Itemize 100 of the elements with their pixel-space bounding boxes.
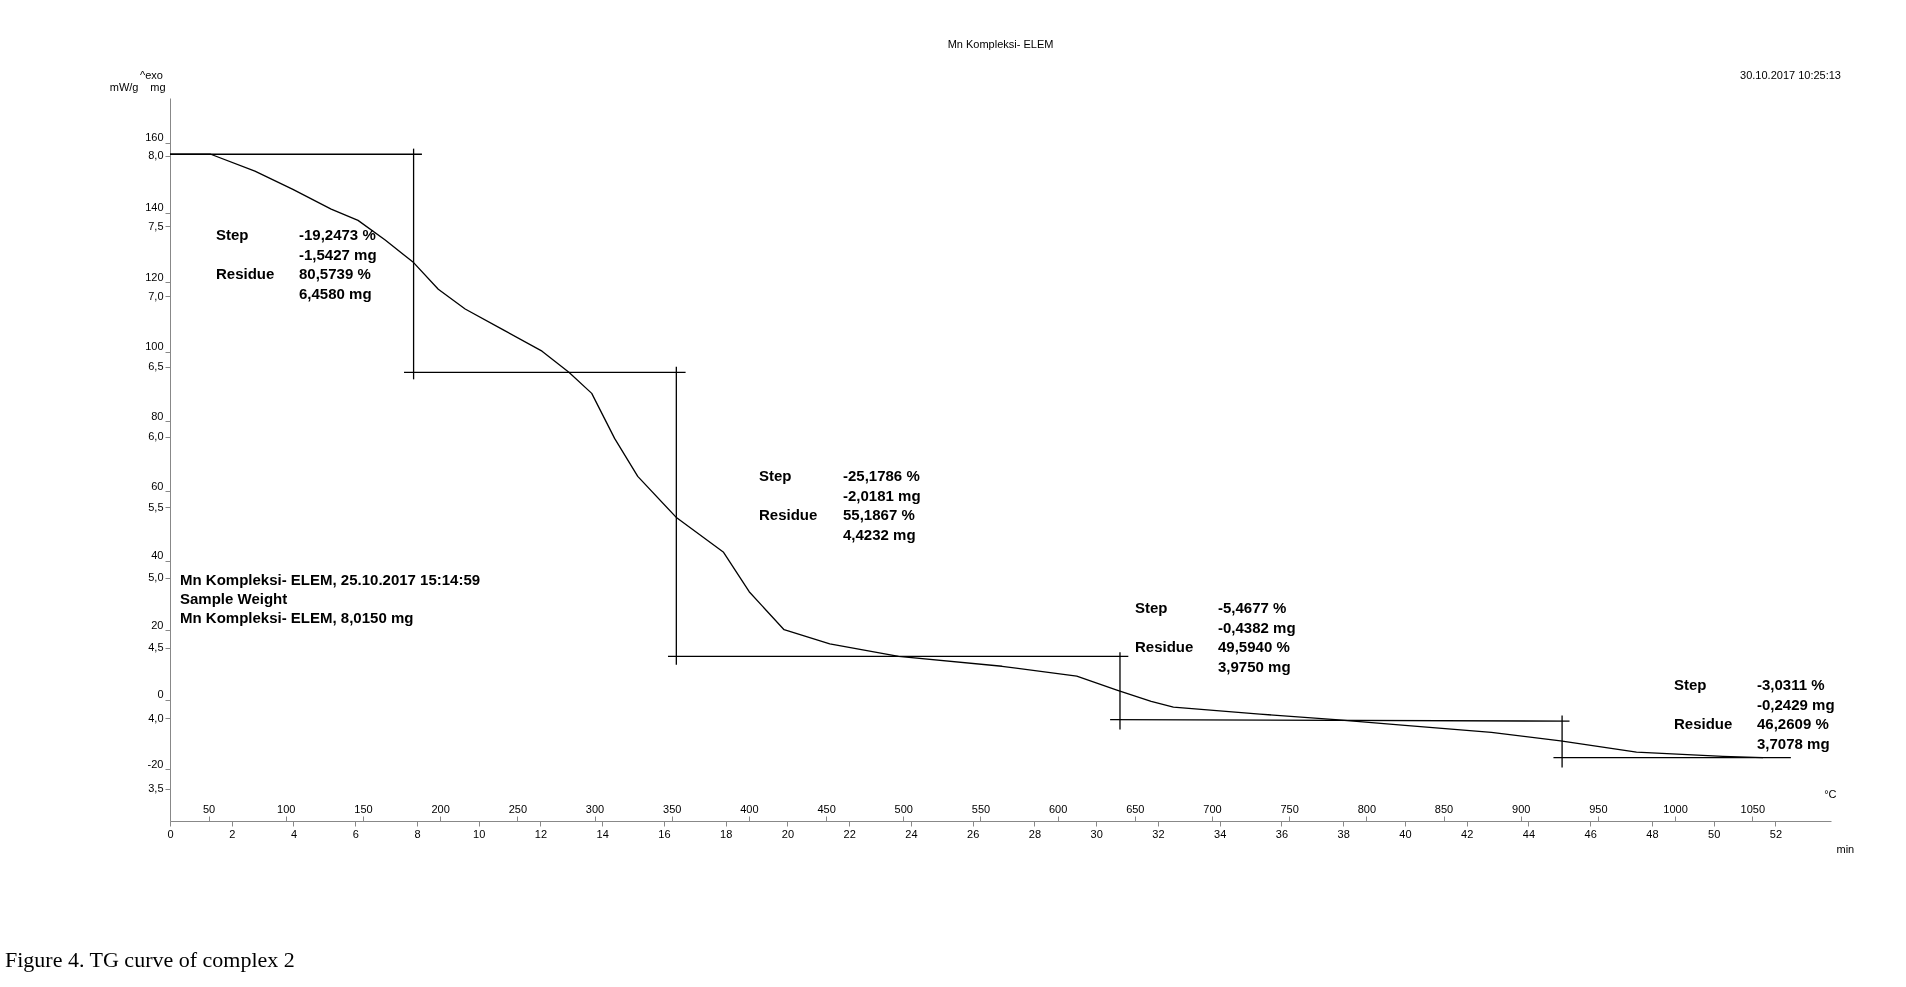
annotation: 3,9750 mg	[1218, 657, 1291, 675]
annotation: -5,4677 %	[1218, 599, 1287, 616]
caption: Figure 4. TG curve of complex 2	[5, 947, 295, 972]
annotation: Mn Kompleksi- ELEM, 25.10.2017 15:14:59	[180, 571, 481, 588]
x-tick-label: 28	[1028, 827, 1042, 840]
x2-tick-label: 750	[1280, 802, 1299, 815]
x-tick-label: 44	[1522, 827, 1536, 840]
x-tick-label: 48	[1646, 827, 1659, 840]
x-tick-label: 36	[1275, 827, 1289, 840]
x2-tick-label: 500	[894, 802, 913, 815]
annotation: 55,1867 %	[843, 506, 915, 523]
annotation: Sample Weight	[180, 590, 288, 607]
x-tick-label: 52	[1769, 827, 1783, 840]
x2-tick-label: 850	[1434, 802, 1454, 815]
annotation: Mn Kompleksi- ELEM, 8,0150 mg	[180, 609, 414, 626]
chart-title: Mn Kompleksi- ELEM	[947, 38, 1054, 50]
annotation: -0,4382 mg	[1218, 618, 1296, 636]
x2-tick-label: 450	[817, 802, 836, 815]
x-tick-label: 40	[1399, 827, 1412, 840]
y2-tick-label: 160	[145, 131, 164, 144]
x-tick-label: 26	[967, 827, 980, 840]
y-tick-label: 6,0	[148, 430, 164, 443]
x-tick-label: 8	[414, 827, 421, 840]
x-tick-label: 14	[596, 827, 609, 840]
x2-tick-label: 400	[740, 802, 759, 815]
y-tick-label: 5,5	[148, 500, 164, 513]
y-tick-label: 4,5	[148, 641, 164, 654]
annotation: Step	[1135, 599, 1168, 616]
annotation: 3,7078 mg	[1757, 734, 1830, 752]
y-tick-label: 7,5	[148, 219, 164, 232]
x2-tick-label: 900	[1512, 802, 1531, 815]
y2-tick-label: 100	[145, 340, 164, 353]
annotation: -19,2473 %	[299, 226, 376, 243]
x2-tick-label: 50	[202, 802, 216, 815]
text: 30.10.2017 10:25:13	[1740, 69, 1841, 81]
x-tick-label: 16	[658, 827, 671, 840]
x2-tick-label: 250	[508, 802, 528, 815]
x2-tick-label: 1050	[1740, 802, 1766, 815]
annotation: -25,1786 %	[843, 467, 920, 484]
annotation: Residue	[216, 265, 275, 282]
x2-tick-label: 550	[971, 802, 991, 815]
annotation: Residue	[759, 506, 818, 523]
x2-tick-label: 700	[1203, 802, 1222, 815]
y-tick-label: 4,0	[148, 711, 164, 724]
y2-axis-title: mW/g	[109, 80, 139, 93]
x2-axis-title: °C	[1824, 787, 1837, 800]
y-tick-label: 3,5	[148, 782, 164, 795]
y2-tick-label: 60	[151, 479, 164, 492]
x-tick-label: 38	[1337, 827, 1350, 840]
x-tick-label: 42	[1461, 827, 1474, 840]
x2-tick-label: 350	[663, 802, 682, 815]
y-axis-title: mg	[150, 80, 166, 93]
x-tick-label: 18	[720, 827, 733, 840]
x-tick-label: 32	[1152, 827, 1165, 840]
annotation: -0,2429 mg	[1757, 695, 1835, 713]
annotation: 46,2609 %	[1757, 715, 1829, 732]
y-tick-label: 7,0	[148, 289, 164, 302]
y2-tick-label: -20	[147, 757, 164, 770]
text: ^exo	[140, 69, 163, 81]
x2-tick-label: 150	[354, 802, 373, 815]
annotation: Step	[216, 226, 249, 243]
x-tick-label: 20	[781, 827, 795, 840]
x2-tick-label: 100	[277, 802, 296, 815]
annotation: Step	[1674, 676, 1707, 693]
x-axis-title: min	[1836, 842, 1855, 855]
y2-tick-label: 0	[157, 688, 164, 701]
y-tick-label: 6,5	[148, 360, 164, 373]
annotation: Residue	[1674, 715, 1733, 732]
annotation: -1,5427 mg	[299, 245, 377, 263]
y2-tick-label: 140	[145, 201, 164, 214]
x-tick-label: 22	[843, 827, 856, 840]
annotation: -3,0311 %	[1757, 676, 1825, 693]
y-tick-label: 8,0	[148, 149, 164, 162]
x-tick-label: 2	[229, 827, 236, 840]
x2-tick-label: 800	[1357, 802, 1377, 815]
x-tick-label: 50	[1708, 827, 1721, 840]
annotation: Residue	[1135, 638, 1194, 655]
x-tick-label: 4	[290, 827, 298, 840]
x-tick-label: 24	[905, 827, 918, 840]
annotation: 80,5739 %	[299, 265, 371, 282]
x2-tick-label: 600	[1048, 802, 1068, 815]
y2-tick-label: 120	[145, 270, 164, 283]
x2-tick-label: 650	[1126, 802, 1145, 815]
x2-tick-label: 950	[1589, 802, 1608, 815]
x-tick-label: 34	[1214, 827, 1227, 840]
annotation: 6,4580 mg	[299, 284, 372, 302]
x-tick-label: 30	[1090, 827, 1103, 840]
annotation: -2,0181 mg	[843, 486, 921, 504]
y2-tick-label: 80	[151, 409, 164, 422]
x2-tick-label: 200	[431, 802, 450, 815]
x-tick-label: 0	[167, 827, 174, 840]
x-tick-label: 10	[473, 827, 486, 840]
y-tick-label: 5,0	[148, 571, 164, 584]
x-tick-label: 12	[534, 827, 548, 840]
y2-tick-label: 40	[151, 549, 164, 562]
x2-tick-label: 300	[585, 802, 605, 815]
y2-tick-label: 20	[151, 618, 164, 631]
x2-tick-label: 1000	[1663, 802, 1688, 815]
annotation: 49,5940 %	[1218, 638, 1290, 655]
x-tick-label: 46	[1584, 827, 1597, 840]
